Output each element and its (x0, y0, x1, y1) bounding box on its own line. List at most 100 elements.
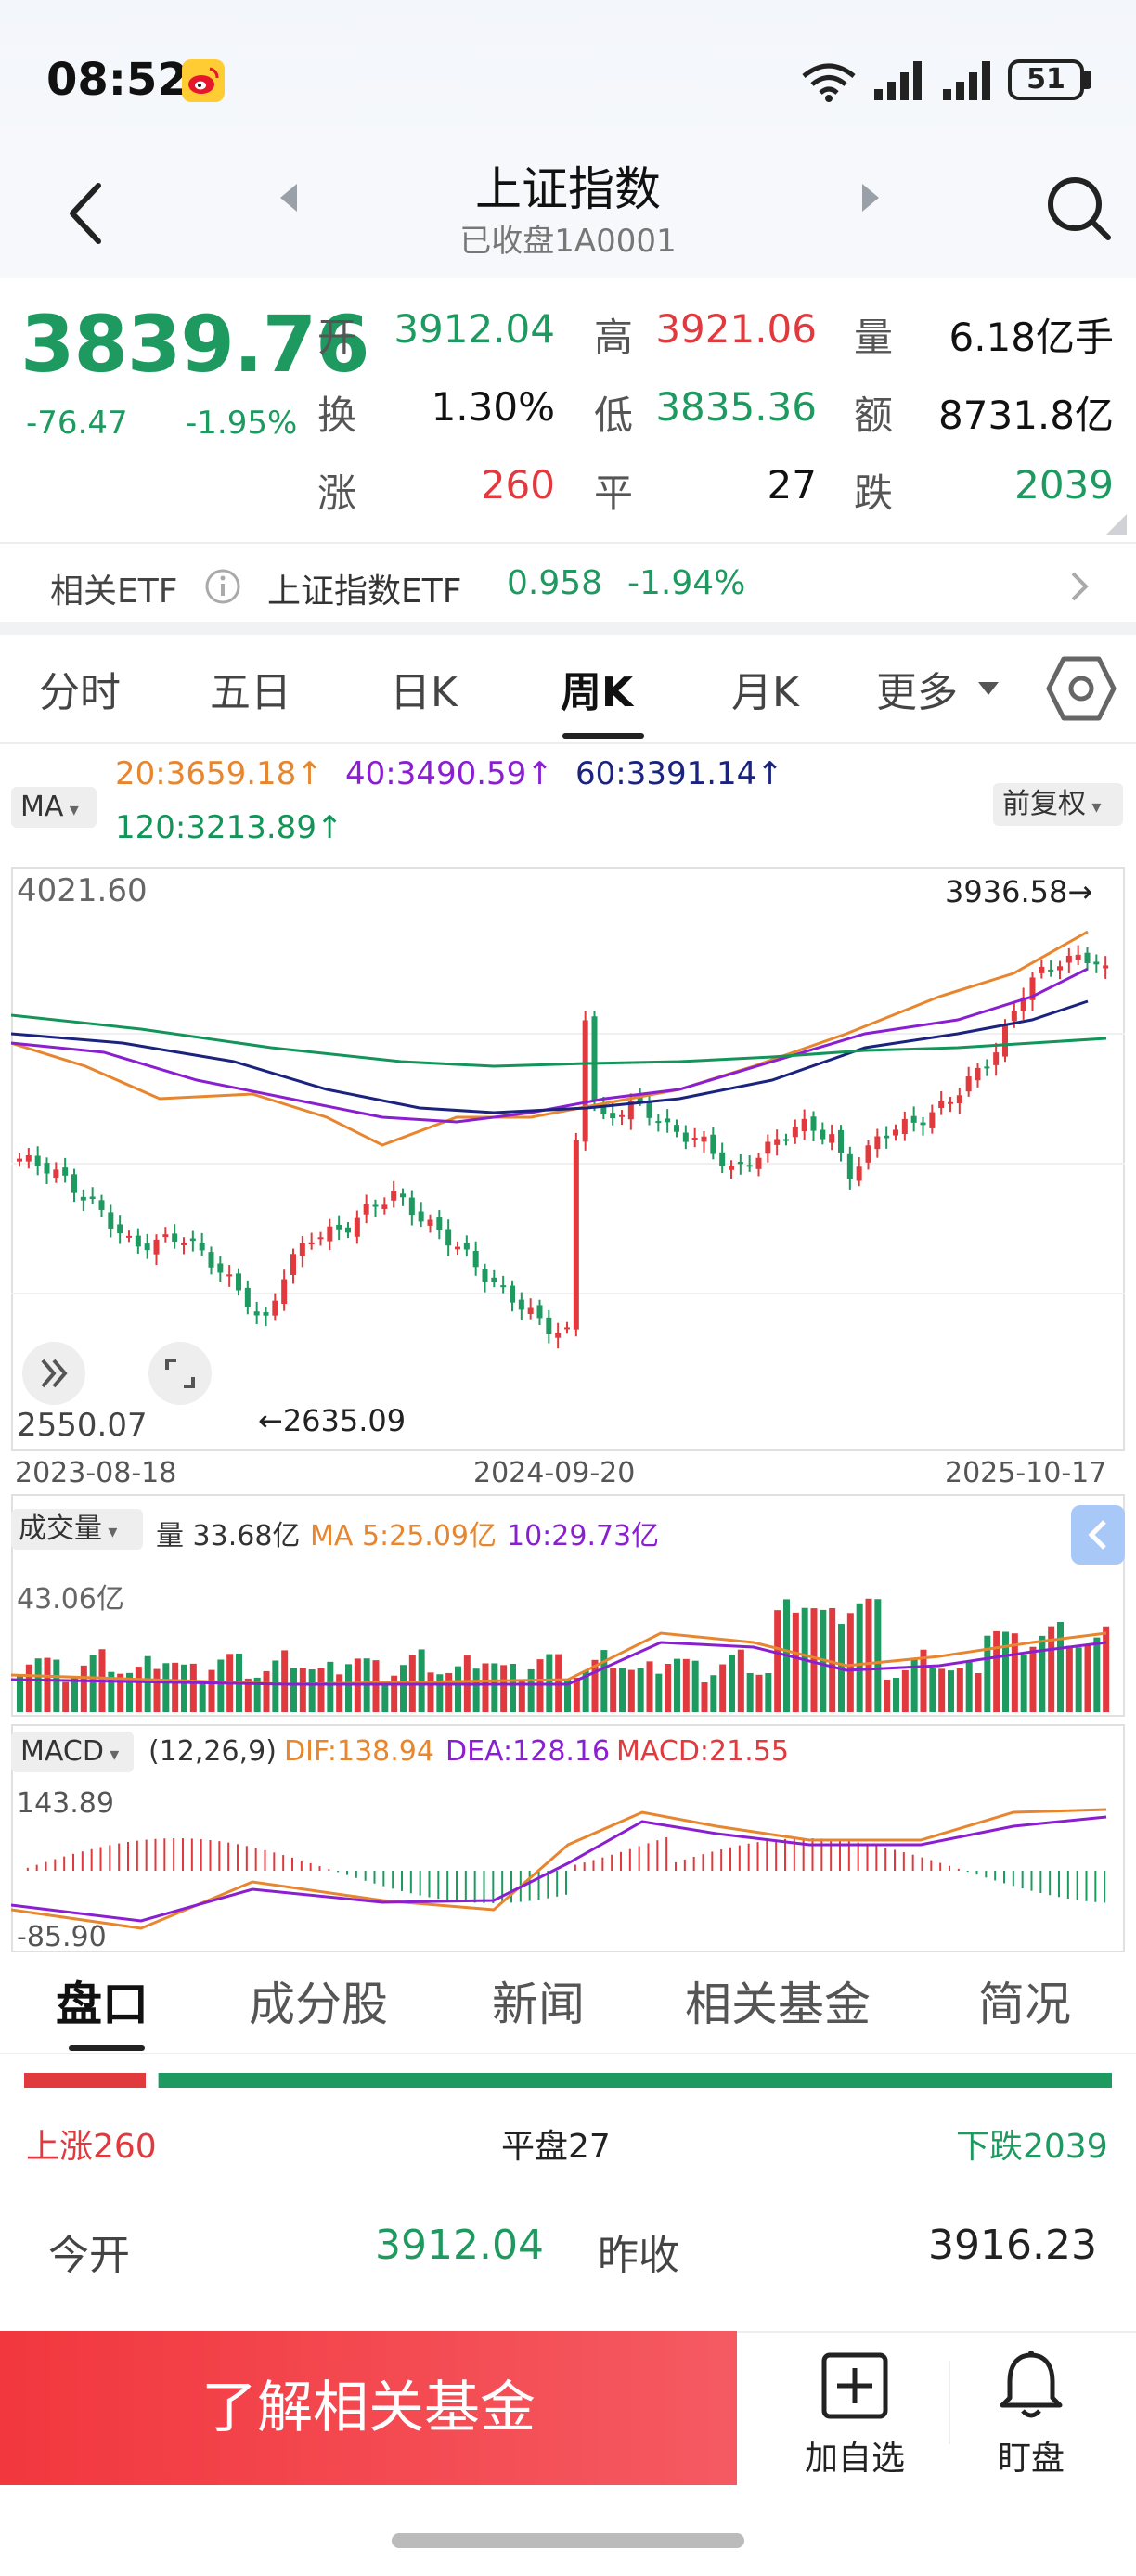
volume-selector-button[interactable]: 成交量 ▾ (11, 1509, 143, 1550)
kline-candle (674, 1125, 679, 1132)
volume-bar (482, 1663, 489, 1712)
kline-chart-frame[interactable] (11, 867, 1125, 1451)
volume-bar (135, 1667, 142, 1712)
volume-bar (948, 1670, 954, 1712)
tab-more[interactable]: 更多 (876, 669, 958, 716)
volume-bar (445, 1672, 453, 1712)
volume-bar (956, 1668, 963, 1712)
ma-selector-button[interactable]: MA ▾ (11, 787, 97, 828)
kline-candle (536, 1305, 543, 1319)
related-etf-row[interactable]: 相关ETF 上证指数ETF 0.958 -1.94% (0, 547, 1136, 622)
bell-icon (1000, 2351, 1063, 2418)
volume-bar (792, 1612, 799, 1712)
kline-candle (253, 1311, 260, 1316)
settings-hex-icon[interactable] (1045, 653, 1117, 724)
kline-candle (463, 1243, 470, 1250)
kline-candle (929, 1112, 936, 1128)
kline-candle (53, 1169, 59, 1179)
battery-icon: 51 (1008, 59, 1084, 100)
kline-candle (327, 1226, 333, 1242)
volume-bar (610, 1668, 617, 1712)
tab-weekly-k[interactable]: 周K (561, 669, 634, 716)
kline-y-top-label: 4021.60 (17, 872, 148, 909)
macd-dea-line (11, 1815, 1107, 1923)
collapse-panel-icon[interactable] (1071, 1505, 1125, 1565)
volume-bar (144, 1655, 151, 1712)
kline-candle (884, 1135, 890, 1139)
search-icon[interactable] (1041, 171, 1116, 245)
next-stock-icon[interactable] (858, 182, 883, 213)
kline-candle (71, 1174, 77, 1193)
kline-candle (1084, 952, 1091, 963)
kline-candle (117, 1224, 123, 1234)
kline-candle (1065, 955, 1072, 963)
tab-five-day[interactable]: 五日 (210, 669, 291, 716)
volume-bar (564, 1679, 571, 1712)
tab-daily-k[interactable]: 日K (390, 669, 458, 716)
kline-candle (500, 1285, 507, 1288)
kline-chart[interactable] (11, 867, 1125, 1451)
macd-dif-line (11, 1808, 1107, 1930)
volume-bar (44, 1657, 51, 1712)
volume-bar (290, 1668, 297, 1712)
volume-bar (1020, 1654, 1027, 1712)
volume-bar (746, 1672, 754, 1712)
fast-forward-icon[interactable] (20, 1340, 87, 1407)
tab-intraday[interactable]: 分时 (39, 669, 121, 716)
back-icon[interactable] (58, 176, 113, 251)
tab-related-funds[interactable]: 相关基金 (685, 1977, 871, 2031)
volume-bar (975, 1673, 982, 1712)
info-icon[interactable] (204, 568, 241, 605)
bottom-action-bar (737, 2331, 1136, 2485)
volume-bar (920, 1649, 927, 1712)
date-start: 2023-08-18 (15, 1457, 177, 1489)
kline-candle (682, 1132, 689, 1142)
volume-bar (829, 1607, 836, 1712)
kline-candle (719, 1152, 726, 1166)
prev-close-value: 3916.23 (928, 2222, 1097, 2269)
volume-bar (272, 1660, 279, 1712)
tab-news[interactable]: 新闻 (492, 1977, 585, 2031)
tab-profile[interactable]: 简况 (978, 1977, 1071, 2031)
prev-stock-icon[interactable] (277, 182, 301, 213)
quote-label-flat: 平 (594, 470, 634, 516)
kline-candle (856, 1166, 862, 1181)
kline-candle (948, 1101, 953, 1104)
kline-candle (820, 1129, 826, 1140)
kline-candle (354, 1217, 360, 1237)
volume-bar (701, 1681, 708, 1712)
adjust-selector-button[interactable]: 前复权 ▾ (993, 783, 1123, 826)
kline-candle (993, 1052, 1000, 1065)
kline-candle (665, 1118, 671, 1123)
monitor-button[interactable]: 盯盘 (962, 2338, 1101, 2478)
kline-candle (564, 1327, 570, 1330)
tab-constituents[interactable]: 成分股 (249, 1977, 388, 2031)
battery-cap (1084, 71, 1091, 89)
kline-candle (381, 1204, 388, 1209)
tab-order-book[interactable]: 盘口 (56, 1977, 148, 2031)
volume-bar (1065, 1645, 1073, 1712)
volume-bar (199, 1681, 206, 1712)
fullscreen-icon[interactable] (147, 1340, 213, 1407)
header (0, 148, 1136, 278)
ma40-line (11, 967, 1089, 1124)
volume-bar (1103, 1626, 1110, 1712)
volume-bar (108, 1671, 115, 1712)
kline-candle (591, 1016, 598, 1101)
kline-candle (865, 1145, 871, 1163)
add-watchlist-button[interactable]: 加自选 (785, 2338, 924, 2478)
kline-candle (1011, 1010, 1017, 1022)
volume-bar (655, 1673, 663, 1712)
kline-candle (1057, 966, 1063, 971)
kline-candle (838, 1129, 844, 1153)
volume-bar (244, 1678, 252, 1712)
macd-y-bottom-label: -85.90 (17, 1921, 107, 1953)
tab-monthly-k[interactable]: 月K (731, 669, 799, 716)
expand-corner-icon[interactable] (1104, 512, 1129, 536)
divider (0, 2053, 1136, 2054)
macd-selector-button[interactable]: MACD ▾ (11, 1732, 134, 1772)
quote-value-down: 2039 (1014, 462, 1114, 508)
kline-candle (965, 1076, 972, 1092)
kline-candle (427, 1219, 433, 1226)
learn-funds-button[interactable]: 了解相关基金 (0, 2331, 737, 2485)
